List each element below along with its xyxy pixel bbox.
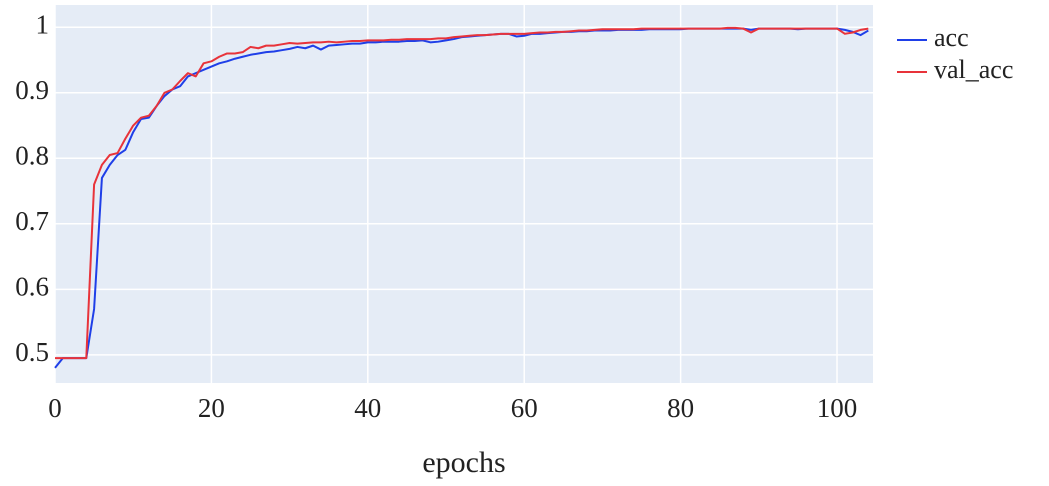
y-tick-label: 0.7 — [15, 206, 49, 236]
y-tick-label: 0.5 — [15, 337, 49, 367]
y-tick-label: 0.9 — [15, 75, 49, 105]
legend-label: acc — [934, 23, 969, 52]
x-tick-label: 80 — [667, 393, 694, 423]
x-tick-label: 0 — [48, 393, 62, 423]
legend-label: val_acc — [934, 55, 1013, 84]
y-tick-label: 1 — [36, 9, 50, 39]
x-tick-label: 20 — [198, 393, 225, 423]
x-axis-title: epochs — [422, 446, 505, 479]
x-tick-label: 60 — [511, 393, 538, 423]
chart: epochs 0.5 0.6 0.7 0.8 0.9 1 0 20 40 60 80 100 acc va… — [0, 0, 1049, 486]
x-tick-label: 40 — [354, 393, 381, 423]
y-tick-label: 0.6 — [15, 272, 49, 302]
y-tick-label: 0.8 — [15, 140, 49, 170]
x-tick-label: 100 — [817, 393, 858, 423]
plot-area — [55, 5, 873, 383]
